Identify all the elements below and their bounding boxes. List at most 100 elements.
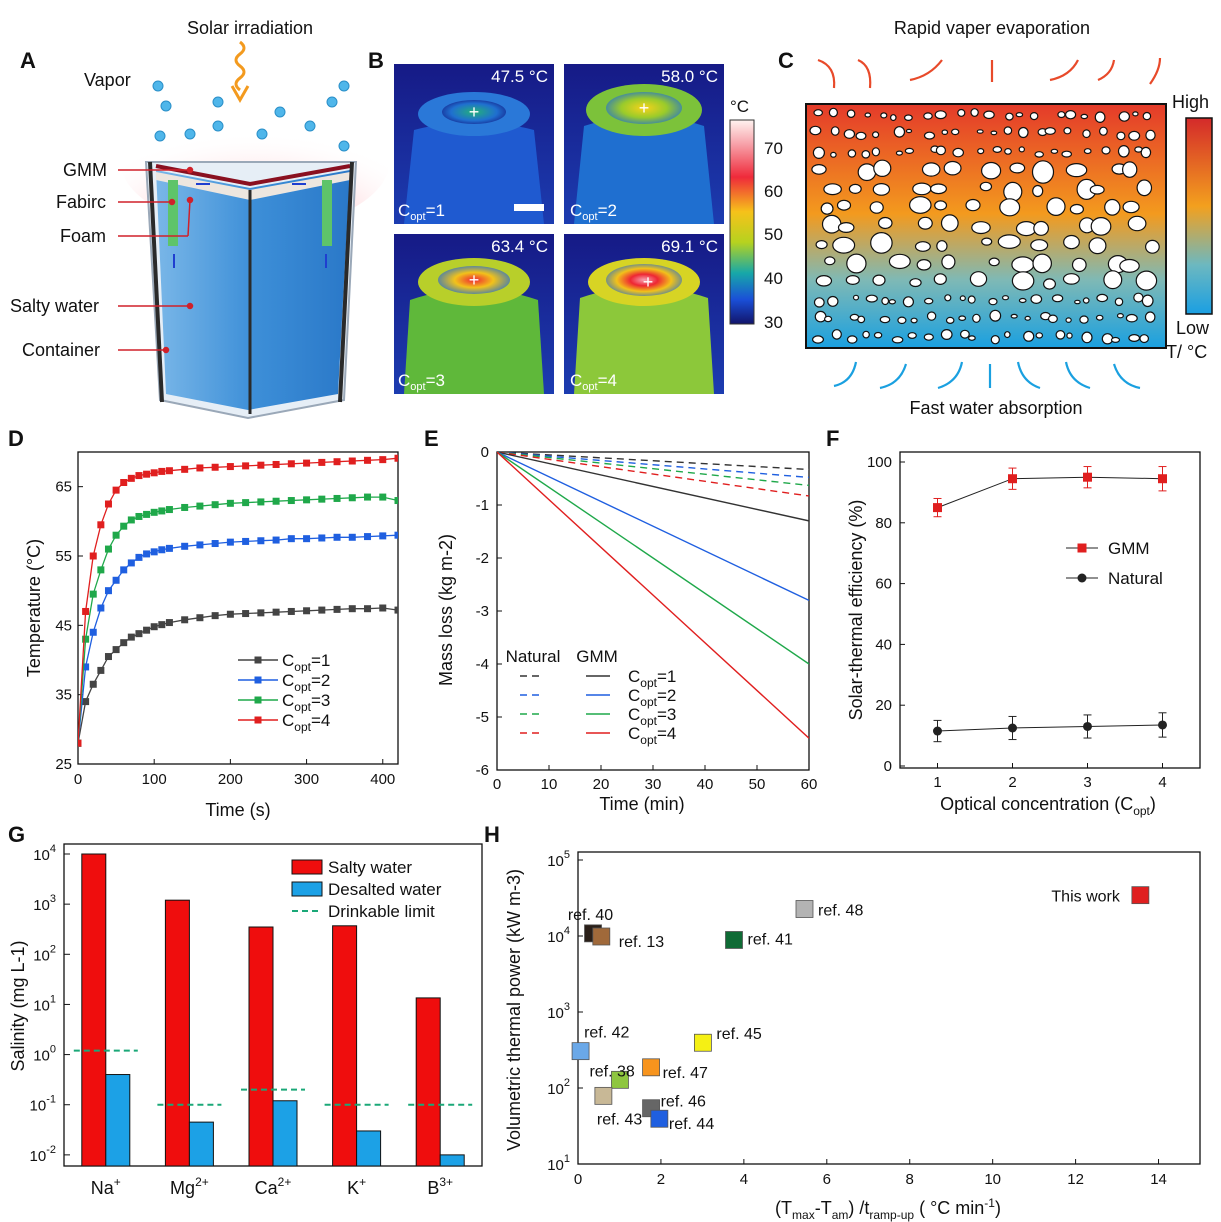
pore: [847, 149, 857, 158]
data-point: [165, 506, 173, 514]
pore: [958, 315, 967, 322]
pore: [824, 256, 836, 266]
x-tick-label: 30: [645, 776, 662, 793]
pore: [823, 315, 833, 323]
pore: [1101, 146, 1111, 155]
pore: [969, 271, 988, 287]
pore: [935, 145, 947, 156]
ir-temp-4: 69.1 °C: [661, 237, 718, 256]
data-point: [242, 610, 250, 618]
pore: [821, 214, 842, 234]
pore: [836, 199, 852, 211]
chart-h-xlabel: (Tmax-Tam) /tramp-up ( °C min-1): [775, 1196, 1001, 1222]
pore: [813, 297, 825, 308]
data-point: [97, 604, 105, 612]
pore: [1046, 197, 1066, 217]
data-point: [143, 470, 151, 478]
pore: [904, 114, 913, 122]
pore: [1065, 317, 1072, 323]
data-point: [89, 680, 97, 688]
data-point: [127, 516, 135, 524]
data-point: [196, 464, 204, 472]
chart-e-xlabel: Time (min): [599, 794, 684, 814]
scatter-label-ref-38: ref. 38: [589, 1063, 634, 1080]
chart-e-series: [497, 452, 809, 739]
evaporation-arrows: [817, 57, 1162, 89]
data-point: [120, 566, 128, 574]
legend-marker: [254, 696, 262, 704]
data-point: [78, 739, 82, 747]
data-point: [112, 576, 120, 584]
legend-label-copt-1: Copt=1: [282, 651, 330, 674]
pore: [1015, 112, 1024, 118]
pore: [1003, 181, 1023, 202]
pore: [1144, 239, 1160, 254]
pore: [916, 258, 932, 271]
pore: [848, 183, 862, 194]
y-tick-label: -3: [476, 603, 489, 620]
data-point: [257, 537, 265, 545]
pore: [877, 216, 893, 230]
legend-header-gmm: GMM: [576, 647, 618, 666]
data-point: [348, 605, 356, 613]
pore: [1018, 146, 1026, 153]
ir-copt-3: Copt=3: [398, 371, 445, 393]
data-point: [97, 566, 105, 574]
pore: [823, 183, 842, 196]
data-point: [150, 469, 158, 477]
chart-f-frame: [899, 451, 1201, 769]
pore: [905, 128, 913, 134]
pore: [1082, 297, 1090, 304]
data-point: [303, 535, 311, 543]
pore: [926, 311, 937, 321]
scatter-label-ref-46: ref. 46: [661, 1094, 706, 1111]
data-point: [181, 465, 189, 473]
data-point: [364, 533, 372, 541]
pore: [1001, 295, 1009, 301]
pore: [1135, 270, 1158, 291]
pore: [1122, 200, 1140, 214]
pore: [1055, 329, 1066, 340]
data-point: [287, 607, 295, 615]
pore: [1030, 294, 1043, 305]
ir-image-copt3: + 63.4 °C Copt=3: [394, 234, 554, 394]
foam-left: [168, 180, 178, 246]
y-tick-label: 35: [55, 687, 72, 704]
x-tick-label: 2: [657, 1171, 665, 1188]
scatter-label-ref-47: ref. 47: [663, 1065, 708, 1082]
data-point: [82, 635, 90, 643]
pore: [1082, 129, 1091, 139]
pore: [971, 221, 991, 235]
pore: [1018, 297, 1027, 304]
colorbar-high: High: [1172, 92, 1209, 112]
data-point: [89, 590, 97, 598]
x-tick-label: 10: [541, 776, 558, 793]
gmm-layer: [155, 164, 351, 187]
chart-f-ylabel: Solar-thermal efficiency (%): [846, 500, 866, 721]
series-line-natural-c-opt-3: [497, 452, 809, 487]
pore: [879, 315, 891, 324]
data-point: [135, 512, 143, 520]
data-point: [364, 605, 372, 613]
pore: [869, 201, 884, 214]
pore: [1139, 334, 1149, 344]
pore: [1095, 314, 1104, 321]
pore: [1118, 111, 1131, 122]
pore: [957, 108, 966, 117]
y-tick-label: 25: [55, 756, 72, 773]
pore: [864, 112, 872, 118]
series-line-natural-c-opt-4: [497, 452, 809, 497]
scatter-point-ref-38: [611, 1070, 629, 1089]
data-point: [165, 619, 173, 627]
data-point: [242, 462, 250, 470]
ir-copt-4: Copt=4: [570, 371, 617, 393]
bar-desalted-water-k: [356, 1130, 382, 1167]
legend-label-copt-4: Copt=4: [628, 724, 676, 747]
x-tick-label: 10: [984, 1171, 1001, 1188]
y-tick-label: 80: [875, 515, 892, 532]
pore: [1142, 111, 1152, 121]
data-point: [318, 606, 326, 614]
pore: [830, 151, 837, 158]
colorbar-tick-50: 50: [764, 225, 783, 244]
data-point: [120, 479, 128, 487]
